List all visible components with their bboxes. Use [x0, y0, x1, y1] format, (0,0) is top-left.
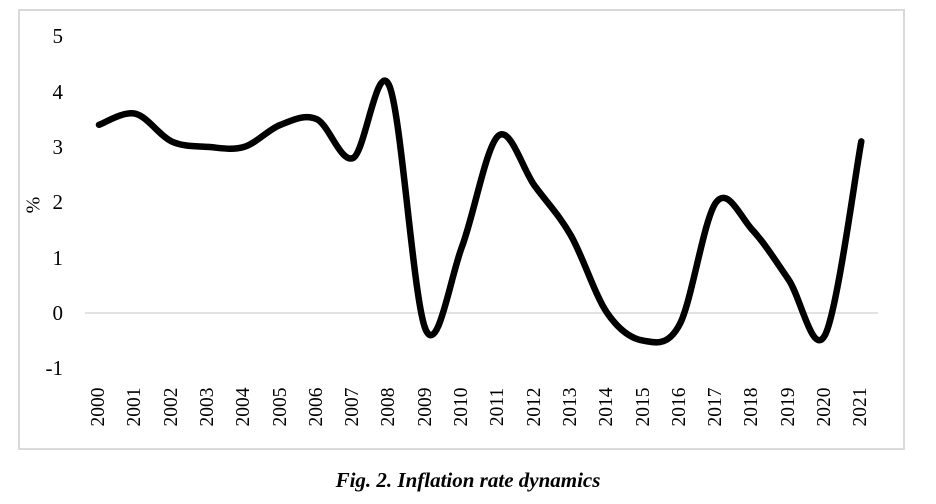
x-tick-label: 2008	[378, 387, 400, 427]
x-tick-label: 2016	[668, 387, 690, 427]
y-tick-label: 0	[52, 301, 64, 325]
y-tick-label: 2	[52, 190, 64, 215]
figure-caption: Fig. 2. Inflation rate dynamics	[335, 468, 601, 492]
x-tick-label: 2003	[196, 387, 218, 427]
x-tick-label: 2014	[596, 387, 618, 427]
x-tick-label: 2015	[632, 387, 654, 427]
x-tick-label: 2000	[88, 387, 109, 427]
x-tick-label: 2019	[777, 387, 799, 427]
x-tick-label: 2002	[160, 387, 182, 427]
x-tick-label: 2017	[705, 387, 727, 427]
x-tick-label: 2007	[342, 387, 364, 427]
x-tick-label: 2013	[559, 387, 581, 427]
y-tick-label: 1	[52, 245, 64, 270]
y-tick-label: 5	[52, 24, 64, 49]
y-tick-label: -1	[45, 356, 64, 381]
x-tick-label: 2018	[741, 387, 763, 427]
chart-area	[18, 9, 905, 450]
x-tick-label: 2006	[305, 387, 327, 427]
x-tick-label: 2004	[233, 387, 255, 427]
y-tick-label: 4	[52, 79, 64, 104]
x-tick-label: 2005	[269, 387, 291, 427]
x-tick-label: 2009	[414, 387, 436, 427]
x-tick-label: 2010	[451, 387, 472, 427]
x-tick-label: 2011	[487, 387, 509, 427]
x-tick-label: 2001	[124, 387, 146, 427]
x-tick-label: 2020	[814, 387, 835, 427]
y-tick-label: 3	[52, 134, 64, 159]
x-tick-label: 2012	[523, 387, 545, 427]
x-tick-label: 2021	[850, 387, 872, 427]
